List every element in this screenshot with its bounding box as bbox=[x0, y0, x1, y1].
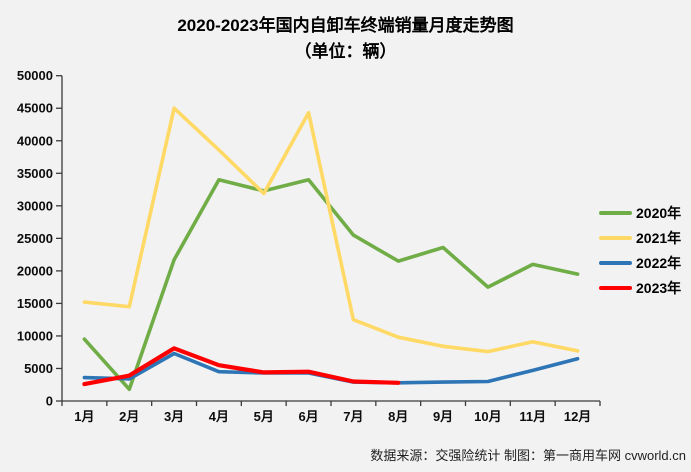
y-tick-label: 35000 bbox=[17, 166, 53, 181]
y-tick-label: 25000 bbox=[17, 231, 53, 246]
x-tick-label: 8月 bbox=[388, 409, 408, 424]
legend-line-swatch bbox=[599, 236, 632, 240]
y-tick-label: 40000 bbox=[17, 133, 53, 148]
y-tick-label: 0 bbox=[46, 394, 53, 409]
legend-line-swatch bbox=[599, 261, 632, 265]
chart-title-line2: （单位：辆） bbox=[294, 42, 397, 61]
y-tick-label: 45000 bbox=[17, 101, 53, 116]
y-tick-label: 20000 bbox=[17, 263, 53, 278]
legend-label: 2021年 bbox=[636, 230, 682, 246]
legend-item-2020年: 2020年 bbox=[599, 203, 681, 223]
x-tick-label: 1月 bbox=[74, 409, 94, 424]
legend-label: 2023年 bbox=[636, 280, 682, 296]
y-tick-label: 15000 bbox=[17, 296, 53, 311]
x-tick-label: 4月 bbox=[209, 409, 229, 424]
legend-item-2021年: 2021年 bbox=[599, 228, 681, 248]
chart-title-line1: 2020-2023年国内自卸车终端销量月度走势图 bbox=[177, 16, 514, 35]
x-tick-label: 7月 bbox=[343, 409, 363, 424]
x-tick-label: 5月 bbox=[254, 409, 274, 424]
series-line-2021年 bbox=[82, 106, 580, 354]
x-tick-label: 9月 bbox=[433, 409, 453, 424]
y-tick-label: 30000 bbox=[17, 198, 53, 213]
x-tick-label: 11月 bbox=[519, 409, 546, 424]
y-tick-label: 10000 bbox=[17, 328, 53, 343]
y-tick-label: 50000 bbox=[17, 68, 53, 83]
x-tick-label: 10月 bbox=[474, 409, 501, 424]
chart-footer: 数据来源：交强险统计 制图：第一商用车网 cvworld.cn bbox=[370, 448, 686, 463]
legend-line-swatch bbox=[599, 286, 632, 290]
legend-item-2023年: 2023年 bbox=[599, 278, 681, 298]
legend-line-swatch bbox=[599, 211, 632, 215]
x-tick-label: 6月 bbox=[298, 409, 318, 424]
legend-label: 2022年 bbox=[636, 255, 682, 271]
x-tick-label: 2月 bbox=[119, 409, 139, 424]
chart-title: 2020-2023年国内自卸车终端销量月度走势图 （单位：辆） bbox=[0, 13, 691, 65]
series-line-2020年 bbox=[82, 178, 580, 392]
series-line-2023年 bbox=[82, 346, 401, 387]
legend-label: 2020年 bbox=[636, 205, 682, 221]
y-tick-label: 5000 bbox=[24, 361, 53, 376]
x-tick-label: 3月 bbox=[164, 409, 184, 424]
legend-item-2022年: 2022年 bbox=[599, 253, 681, 273]
x-tick-label: 12月 bbox=[564, 409, 591, 424]
legend: 2020年 2021年 2022年 2023年 bbox=[599, 203, 681, 298]
